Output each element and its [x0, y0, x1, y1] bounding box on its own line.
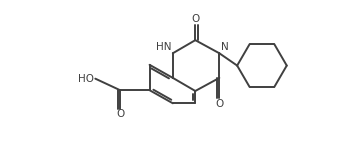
Text: O: O — [191, 14, 199, 24]
Text: O: O — [116, 109, 124, 120]
Text: O: O — [215, 99, 223, 109]
Text: N: N — [221, 42, 228, 53]
Text: HO: HO — [78, 74, 94, 84]
Text: HN: HN — [156, 42, 171, 53]
